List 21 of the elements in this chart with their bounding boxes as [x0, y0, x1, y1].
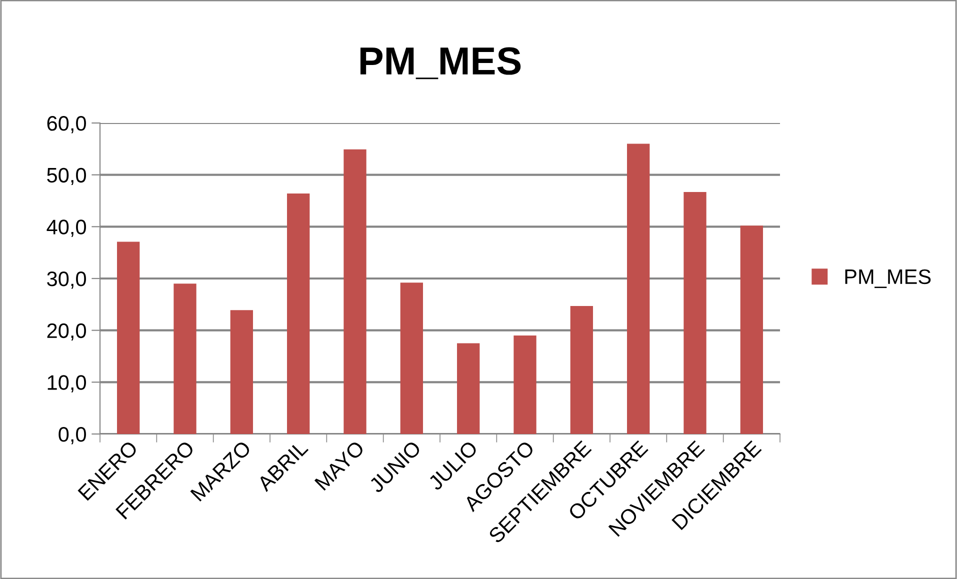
y-tick-label: 60,0 [47, 116, 86, 134]
bar [117, 242, 140, 434]
y-tick-label: 0,0 [58, 427, 86, 444]
bar [684, 192, 706, 434]
bar [457, 343, 480, 434]
y-tick-label: 20,0 [47, 323, 86, 341]
bar [570, 306, 593, 434]
bar [514, 336, 536, 434]
chart-title: PM_MES [360, 47, 521, 80]
y-tick-label: 10,0 [48, 375, 86, 392]
bar [400, 282, 423, 434]
bar [344, 149, 366, 434]
y-tick-label: 30,0 [47, 272, 86, 289]
legend-label: PM_MES [845, 269, 931, 288]
bar [627, 144, 650, 434]
bar [174, 284, 196, 434]
bar [287, 193, 310, 434]
y-tick-label: 50,0 [47, 168, 86, 186]
y-tick-label: 40,0 [46, 220, 86, 237]
bar [740, 226, 763, 434]
bar [230, 310, 253, 434]
